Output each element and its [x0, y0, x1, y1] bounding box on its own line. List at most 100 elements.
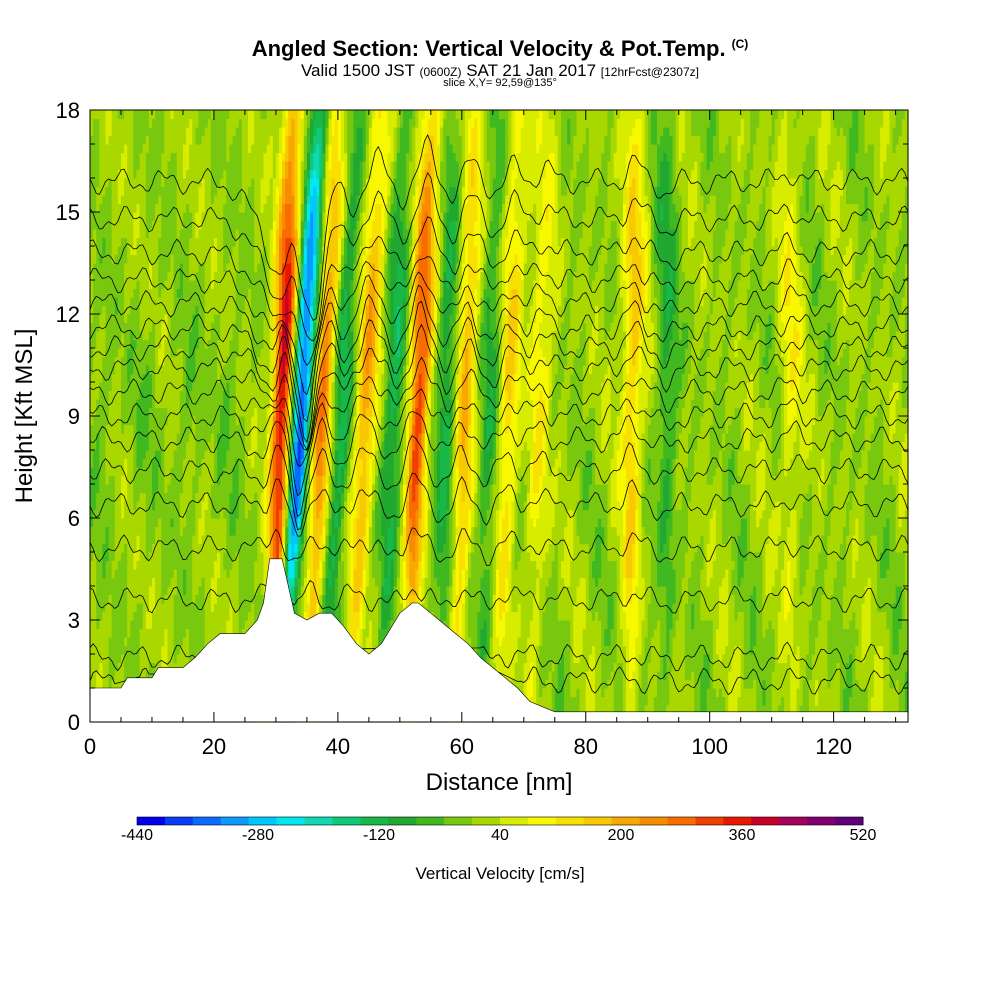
- velocity-cell: [145, 110, 150, 120]
- velocity-cell: [111, 314, 116, 324]
- velocity-cell: [133, 433, 138, 443]
- velocity-cell: [145, 390, 150, 400]
- velocity-cell: [105, 518, 110, 528]
- velocity-cell: [136, 458, 141, 468]
- velocity-cell: [145, 178, 150, 188]
- velocity-cell: [90, 416, 94, 426]
- velocity-cell: [108, 152, 113, 162]
- velocity-cell: [136, 220, 141, 230]
- velocity-cell: [130, 322, 134, 332]
- velocity-cell: [120, 620, 125, 630]
- velocity-cell: [117, 263, 122, 273]
- velocity-cell: [102, 662, 107, 672]
- velocity-cell: [90, 212, 94, 222]
- velocity-cell: [93, 671, 97, 681]
- velocity-cell: [102, 118, 107, 128]
- velocity-cell: [105, 450, 110, 460]
- velocity-cell: [114, 645, 119, 655]
- velocity-cell: [142, 110, 147, 120]
- velocity-cell: [145, 484, 150, 494]
- velocity-cell: [90, 229, 94, 239]
- velocity-cell: [111, 509, 116, 519]
- velocity-cell: [117, 628, 122, 638]
- velocity-cell: [105, 577, 110, 587]
- velocity-cell: [90, 645, 94, 655]
- velocity-cell: [127, 152, 131, 162]
- velocity-cell: [105, 645, 110, 655]
- velocity-cell: [108, 586, 113, 596]
- velocity-cell: [111, 356, 116, 366]
- velocity-cell: [148, 611, 153, 621]
- velocity-cell: [124, 254, 128, 264]
- velocity-cell: [155, 297, 159, 307]
- velocity-cell: [105, 203, 110, 213]
- velocity-cell: [130, 186, 134, 196]
- velocity-cell: [145, 654, 150, 664]
- velocity-cell: [142, 263, 147, 273]
- velocity-cell: [114, 620, 119, 630]
- velocity-cell: [142, 467, 147, 477]
- velocity-cell: [114, 671, 119, 681]
- velocity-cell: [96, 373, 100, 383]
- velocity-cell: [151, 356, 156, 366]
- velocity-cell: [111, 229, 116, 239]
- velocity-cell: [120, 560, 125, 570]
- velocity-cell: [139, 671, 144, 681]
- velocity-cell: [130, 280, 134, 290]
- velocity-cell: [90, 475, 94, 485]
- velocity-cell: [136, 535, 141, 545]
- velocity-cell: [148, 263, 153, 273]
- velocity-cell: [142, 433, 147, 443]
- velocity-cell: [93, 484, 97, 494]
- velocity-cell: [142, 560, 147, 570]
- velocity-cell: [139, 314, 144, 324]
- velocity-cell: [130, 229, 134, 239]
- velocity-cell: [133, 620, 138, 630]
- velocity-cell: [117, 509, 122, 519]
- velocity-cell: [102, 424, 107, 434]
- velocity-cell: [93, 178, 97, 188]
- velocity-cell: [155, 390, 159, 400]
- velocity-cell: [142, 416, 147, 426]
- velocity-cell: [139, 654, 144, 664]
- velocity-cell: [127, 450, 131, 460]
- velocity-cell: [142, 152, 147, 162]
- velocity-cell: [120, 339, 125, 349]
- velocity-cell: [108, 620, 113, 630]
- velocity-cell: [93, 271, 97, 281]
- velocity-cell: [148, 433, 153, 443]
- velocity-cell: [133, 110, 138, 120]
- velocity-cell: [105, 212, 110, 222]
- velocity-cell: [93, 475, 97, 485]
- velocity-cell: [114, 594, 119, 604]
- velocity-cell: [139, 263, 144, 273]
- velocity-cell: [133, 424, 138, 434]
- velocity-cell: [99, 110, 103, 120]
- velocity-cell: [142, 254, 147, 264]
- velocity-cell: [108, 305, 113, 315]
- velocity-cell: [93, 263, 97, 273]
- velocity-cell: [111, 484, 116, 494]
- velocity-cell: [127, 127, 131, 137]
- velocity-cell: [155, 467, 159, 477]
- velocity-cell: [120, 152, 125, 162]
- velocity-cell: [133, 356, 138, 366]
- velocity-cell: [114, 339, 119, 349]
- velocity-cell: [139, 254, 144, 264]
- velocity-cell: [148, 271, 153, 281]
- velocity-cell: [108, 186, 113, 196]
- velocity-cell: [114, 297, 119, 307]
- velocity-cell: [93, 390, 97, 400]
- velocity-cell: [133, 501, 138, 511]
- velocity-cell: [114, 212, 119, 222]
- velocity-cell: [111, 127, 116, 137]
- velocity-cell: [99, 671, 103, 681]
- velocity-cell: [142, 356, 147, 366]
- velocity-cell: [111, 288, 116, 298]
- velocity-cell: [136, 526, 141, 536]
- velocity-cell: [105, 331, 110, 341]
- velocity-cell: [111, 237, 116, 247]
- velocity-cell: [148, 297, 153, 307]
- velocity-cell: [142, 118, 147, 128]
- velocity-cell: [136, 254, 141, 264]
